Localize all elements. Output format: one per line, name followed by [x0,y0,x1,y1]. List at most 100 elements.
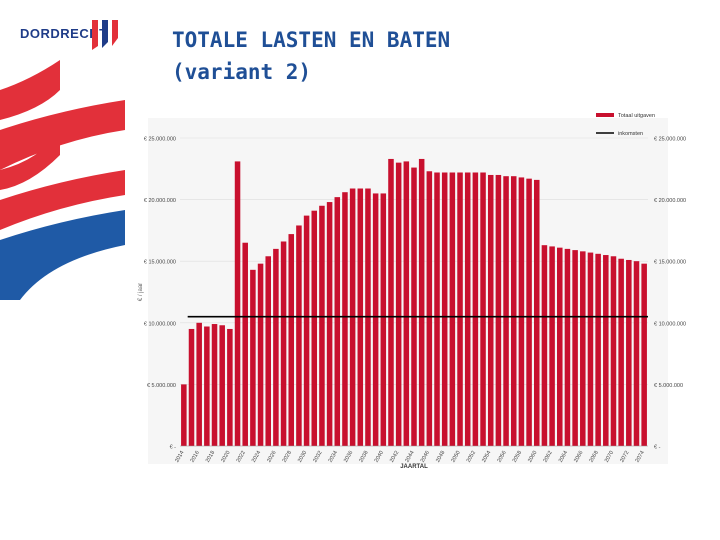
bar [549,246,555,446]
bar [595,253,601,446]
x-axis-title: JAARTAL [400,464,428,470]
bar [480,172,486,446]
bar [641,263,647,446]
x-tick-label: 2052 [466,450,477,464]
bar [426,171,433,446]
legend-label: inkomsten [618,131,643,137]
legend-label: Totaal uitgaven [618,113,655,119]
flag-decoration-icon [0,60,125,300]
x-tick-label: 2064 [558,450,569,464]
logo-icon [92,20,118,50]
bar [380,193,387,446]
x-tick-label: 2048 [435,450,446,464]
bar [633,261,640,446]
x-tick-label: 2024 [251,450,262,464]
x-tick-label: 2036 [343,450,354,464]
y-tick-label-left: € 25.000.000 [144,137,176,143]
x-tick-label: 2042 [389,450,400,464]
bar [411,167,417,446]
x-tick-label: 2060 [527,450,538,464]
bar [326,202,333,446]
y-tick-label-right: € - [654,445,661,451]
brand-name: DORDRECHT [20,26,108,41]
bar [418,158,425,446]
bar [280,241,287,446]
x-tick-label: 2056 [496,450,507,464]
x-tick-label: 2020 [220,450,231,464]
y-tick-label-left: € 10.000.000 [144,321,176,327]
x-tick-label: 2074 [635,450,646,464]
bar [572,250,578,446]
x-tick-label: 2054 [481,450,492,464]
bar [626,259,632,446]
bar [181,384,187,446]
x-tick-label: 2062 [543,450,554,464]
bar [188,328,195,446]
bar [580,251,586,446]
bar [288,234,295,446]
x-tick-label: 2068 [589,450,600,464]
x-tick-label: 2072 [619,450,630,464]
x-tick-label: 2016 [190,450,201,464]
bar [472,172,479,446]
x-tick-label: 2018 [205,450,216,464]
bar [250,269,256,446]
y-tick-label-right: € 20.000.000 [654,198,686,204]
bar [587,252,594,446]
bar [441,172,448,446]
bar [618,258,624,446]
x-tick-label: 2058 [512,450,523,464]
x-tick-label: 2040 [374,450,385,464]
bar [541,245,548,446]
bar [204,326,210,446]
bar [526,178,532,446]
bar [273,248,279,446]
y-tick-label-left: € 15.000.000 [144,260,176,266]
x-tick-label: 2070 [604,450,615,464]
title-line-1: TOTALE LASTEN EN BATEN [172,28,451,52]
x-tick-label: 2026 [266,450,277,464]
bar [242,242,248,446]
bar-chart: € 25.000.000 € 25.000.000 € 20.000.000 € 20… [130,108,686,470]
title-line-2: (variant 2) [172,60,312,84]
y-axis-title: € / jaar [138,283,144,301]
bar [257,263,264,446]
y-tick-label-left: € 5.000.000 [147,383,176,389]
chart-container: € 25.000.000 € 25.000.000 € 20.000.000 € 20… [130,108,686,470]
x-tick-label: 2022 [236,450,247,464]
bar [487,174,494,446]
bar [234,161,241,446]
y-tick-label-right: € 15.000.000 [654,260,686,266]
legend-swatch [596,113,614,117]
x-tick-label: 2034 [328,450,339,464]
bar [457,172,463,446]
x-tick-label: 2032 [312,450,323,464]
x-tick-label: 2044 [404,450,415,464]
bar [464,172,471,446]
y-tick-label-right: € 10.000.000 [654,321,686,327]
x-tick-label: 2014 [174,450,185,464]
bar [533,179,540,446]
bar [610,256,617,446]
bar [342,192,348,446]
bar [449,172,456,446]
x-tick-label: 2050 [450,450,461,464]
bar [564,248,571,446]
bar [196,322,202,446]
bar [303,215,310,446]
bar [319,205,325,446]
bar [434,172,440,446]
bar [227,328,233,446]
bar [503,176,509,446]
bar [403,161,410,446]
x-tick-label: 2046 [420,450,431,464]
bar [265,256,271,446]
bar [311,210,318,446]
y-tick-label-right: € 5.000.000 [654,383,683,389]
bar [219,325,225,446]
x-tick-label: 2066 [573,450,584,464]
bar [518,177,525,446]
bar [296,225,302,446]
y-tick-label-right: € 25.000.000 [654,137,686,143]
bar [334,197,341,446]
